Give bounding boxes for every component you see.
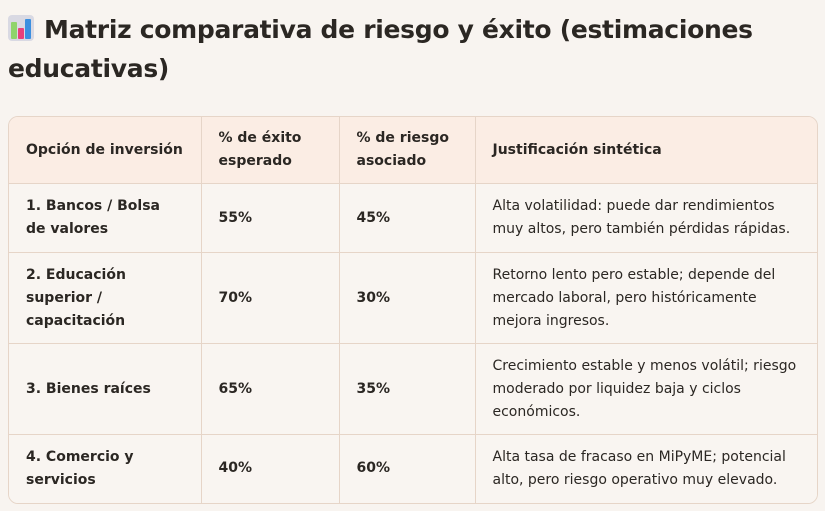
option-cell: 3. Bienes raíces	[9, 343, 202, 435]
table-header-row: Opción de inversión % de éxito esperado …	[9, 117, 817, 184]
comparison-table: Opción de inversión % de éxito esperado …	[8, 116, 818, 504]
page-title: Matriz comparativa de riesgo y éxito (es…	[8, 10, 808, 88]
table-row: 1. Bancos / Bolsa de valores 55% 45% Alt…	[9, 183, 817, 253]
title-text: Matriz comparativa de riesgo y éxito (es…	[8, 15, 753, 83]
option-cell: 4. Comercio y servicios	[9, 434, 202, 503]
header-success: % de éxito esperado	[201, 117, 340, 184]
bar-chart-icon	[8, 15, 34, 41]
risk-cell: 45%	[339, 183, 476, 253]
success-cell: 70%	[201, 252, 340, 344]
success-cell: 65%	[201, 343, 340, 435]
justification-cell: Retorno lento pero estable; depende del …	[475, 252, 817, 344]
table-row: 2. Educación superior / capacitación 70%…	[9, 252, 817, 344]
success-cell: 55%	[201, 183, 340, 253]
risk-cell: 60%	[339, 434, 476, 503]
justification-cell: Alta tasa de fracaso en MiPyME; potencia…	[475, 434, 817, 503]
header-justification: Justificación sintética	[475, 117, 817, 184]
option-cell: 1. Bancos / Bolsa de valores	[9, 183, 202, 253]
option-cell: 2. Educación superior / capacitación	[9, 252, 202, 344]
risk-cell: 35%	[339, 343, 476, 435]
table-row: 3. Bienes raíces 65% 35% Crecimiento est…	[9, 343, 817, 435]
risk-cell: 30%	[339, 252, 476, 344]
justification-cell: Alta volatilidad: puede dar rendimientos…	[475, 183, 817, 253]
success-cell: 40%	[201, 434, 340, 503]
header-risk: % de riesgo asociado	[339, 117, 476, 184]
header-option: Opción de inversión	[9, 117, 202, 184]
table-row: 4. Comercio y servicios 40% 60% Alta tas…	[9, 434, 817, 503]
justification-cell: Crecimiento estable y menos volátil; rie…	[475, 343, 817, 435]
